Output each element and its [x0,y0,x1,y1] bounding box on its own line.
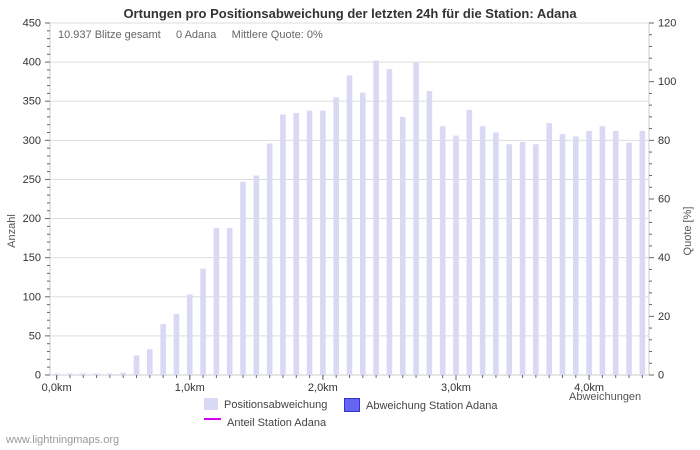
svg-text:100: 100 [658,76,676,88]
svg-text:100: 100 [23,291,41,303]
svg-text:0: 0 [35,370,41,382]
svg-text:40: 40 [658,252,670,264]
svg-text:1,0km: 1,0km [175,382,205,394]
svg-text:200: 200 [23,213,41,225]
svg-text:20: 20 [658,311,670,323]
svg-text:3,0km: 3,0km [441,382,471,394]
svg-text:80: 80 [658,135,670,147]
svg-text:300: 300 [23,135,41,147]
svg-text:400: 400 [23,57,41,69]
svg-text:60: 60 [658,194,670,206]
svg-text:250: 250 [23,174,41,186]
svg-text:0,0km: 0,0km [42,382,72,394]
svg-text:120: 120 [658,18,676,30]
svg-text:350: 350 [23,96,41,108]
svg-text:2,0km: 2,0km [308,382,338,394]
svg-text:450: 450 [23,18,41,30]
svg-text:0: 0 [658,370,664,382]
svg-text:150: 150 [23,252,41,264]
svg-text:50: 50 [29,330,41,342]
